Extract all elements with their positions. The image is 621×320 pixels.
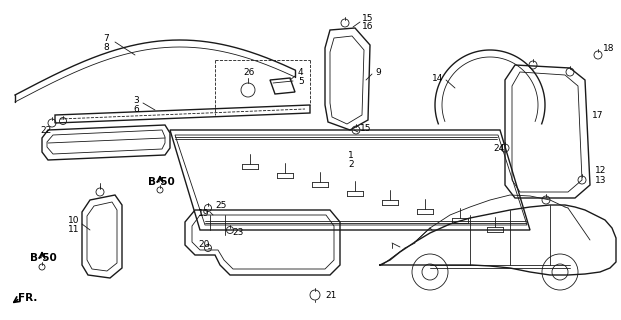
Text: 9: 9 — [375, 68, 381, 76]
Text: 7: 7 — [103, 34, 109, 43]
Text: 1: 1 — [348, 150, 354, 159]
Text: 22: 22 — [40, 125, 52, 134]
Text: 15: 15 — [360, 124, 371, 132]
Text: B-50: B-50 — [30, 253, 57, 263]
Text: 3: 3 — [133, 95, 138, 105]
Text: 21: 21 — [325, 292, 337, 300]
Text: 2: 2 — [348, 159, 353, 169]
Text: 24: 24 — [493, 143, 504, 153]
Text: 12: 12 — [595, 165, 606, 174]
Text: 25: 25 — [215, 201, 227, 210]
Text: 6: 6 — [133, 105, 138, 114]
Text: 10: 10 — [68, 215, 79, 225]
Text: 5: 5 — [298, 76, 304, 85]
Text: 20: 20 — [198, 239, 209, 249]
Text: 17: 17 — [592, 110, 604, 119]
Text: 8: 8 — [103, 43, 109, 52]
Text: 26: 26 — [243, 68, 255, 76]
Text: 18: 18 — [603, 44, 615, 52]
Text: 19: 19 — [198, 209, 209, 218]
Text: FR.: FR. — [18, 293, 37, 303]
Text: 15: 15 — [362, 13, 373, 22]
Text: 16: 16 — [362, 21, 373, 30]
Text: 13: 13 — [595, 175, 607, 185]
Text: 14: 14 — [432, 74, 443, 83]
Text: 11: 11 — [68, 225, 79, 234]
Text: 4: 4 — [298, 68, 304, 76]
Text: B-50: B-50 — [148, 177, 175, 187]
Text: 23: 23 — [232, 228, 243, 236]
